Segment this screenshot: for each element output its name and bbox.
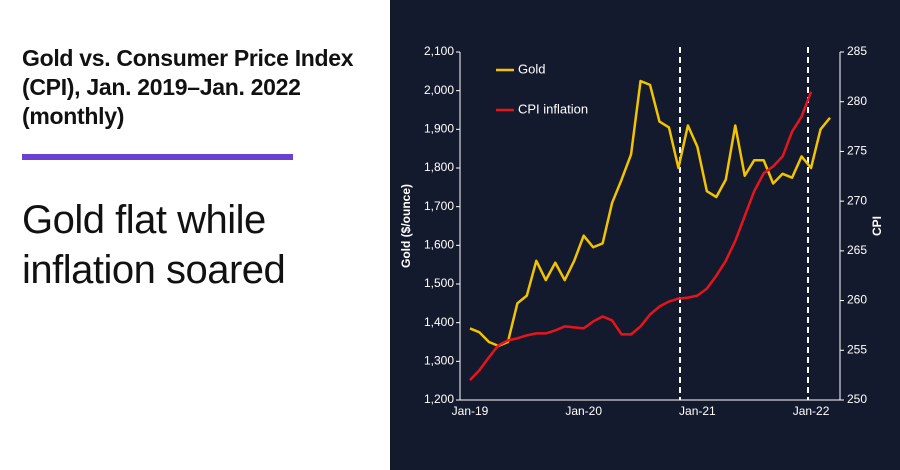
y-tick-label: 1,800: [424, 160, 454, 174]
y2-tick-label: 265: [847, 243, 867, 257]
y-tick-label: 2,100: [424, 44, 454, 58]
chart: Gold ($/ounce) CPI 1,200 1,300 1,400 1,500 1…: [390, 0, 900, 470]
text-panel: Gold vs. Consumer Price Index (CPI), Jan…: [0, 0, 390, 470]
series-line: [469, 91, 813, 381]
y-tick-label: 1,300: [424, 354, 454, 368]
x-tick-label: Jan-19: [452, 404, 489, 418]
y-tick-label: 1,200: [424, 392, 454, 406]
y2-tick-label: 280: [847, 94, 867, 108]
x-tick-label: Jan-21: [679, 404, 716, 418]
y-axis-label: Gold ($/ounce): [399, 184, 413, 268]
y-tick-label: 1,600: [424, 238, 454, 252]
series-line: [469, 79, 831, 348]
y-tick-label: 1,700: [424, 199, 454, 213]
subtitle: Gold flat while inflation soared: [22, 198, 286, 292]
title: Gold vs. Consumer Price Index (CPI), Jan…: [22, 45, 354, 129]
y-tick-label: 1,500: [424, 276, 454, 290]
y-tick-label: 1,900: [424, 122, 454, 136]
chart-background: [390, 0, 900, 470]
y2-tick-label: 255: [847, 342, 867, 356]
legend-label: CPI inflation: [518, 101, 588, 116]
x-tick-label: Jan-22: [793, 404, 830, 418]
legend-label: Gold: [518, 61, 545, 76]
y-tick-label: 1,400: [424, 315, 454, 329]
y2-tick-label: 270: [847, 193, 867, 207]
y2-tick-label: 285: [847, 44, 867, 58]
x-tick-label: Jan-20: [565, 404, 602, 418]
y-tick-label: 2,000: [424, 83, 454, 97]
y2-axis-label: CPI: [870, 216, 884, 236]
y2-tick-label: 250: [847, 392, 867, 406]
y2-tick-label: 275: [847, 144, 867, 158]
accent-bar: [22, 154, 293, 160]
y2-tick-label: 260: [847, 293, 867, 307]
